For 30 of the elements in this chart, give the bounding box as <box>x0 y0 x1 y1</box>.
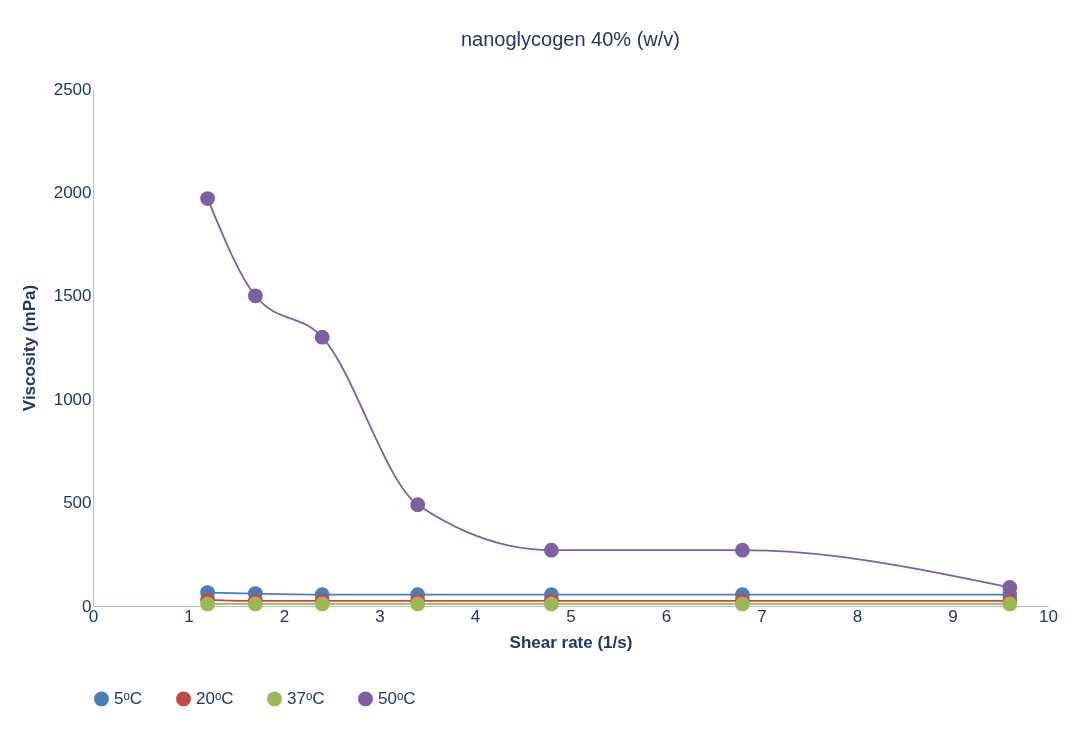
point <box>200 596 216 612</box>
y-tick-label: 1500 <box>53 286 92 306</box>
y-tick-label: 2000 <box>53 182 92 202</box>
point <box>734 542 750 558</box>
x-tick-label: 6 <box>661 606 672 626</box>
x-tick-label: 3 <box>375 606 385 626</box>
x-tick-label: 4 <box>470 606 481 626</box>
y-axis-title: Viscosity (mPa) <box>19 284 39 412</box>
legend-label: 20ᵒC <box>196 688 234 708</box>
legend-label: 5ᵒC <box>114 688 143 708</box>
x-tick-label: 1 <box>184 606 194 626</box>
x-tick-label: 8 <box>852 606 863 626</box>
point <box>1002 579 1018 595</box>
point <box>410 497 426 513</box>
x-tick-label: 2 <box>279 606 290 626</box>
legend-label: 50ᵒC <box>378 688 416 708</box>
y-tick-label: 1000 <box>53 389 92 409</box>
point <box>543 542 559 558</box>
x-tick-label: 10 <box>1039 606 1058 626</box>
x-tick-label: 5 <box>566 606 576 626</box>
point <box>314 329 330 345</box>
y-tick-label: 500 <box>63 493 92 513</box>
x-tick-label: 7 <box>757 606 767 626</box>
y-tick-label: 2500 <box>53 79 92 99</box>
point <box>200 191 216 207</box>
point <box>247 288 263 304</box>
x-tick-label: 9 <box>948 606 958 626</box>
x-axis-title: Shear rate (1/s) <box>509 632 633 652</box>
legend-label: 37ᵒC <box>287 688 325 708</box>
chart-title: nanoglycogen 40% (w/v) <box>460 28 681 50</box>
